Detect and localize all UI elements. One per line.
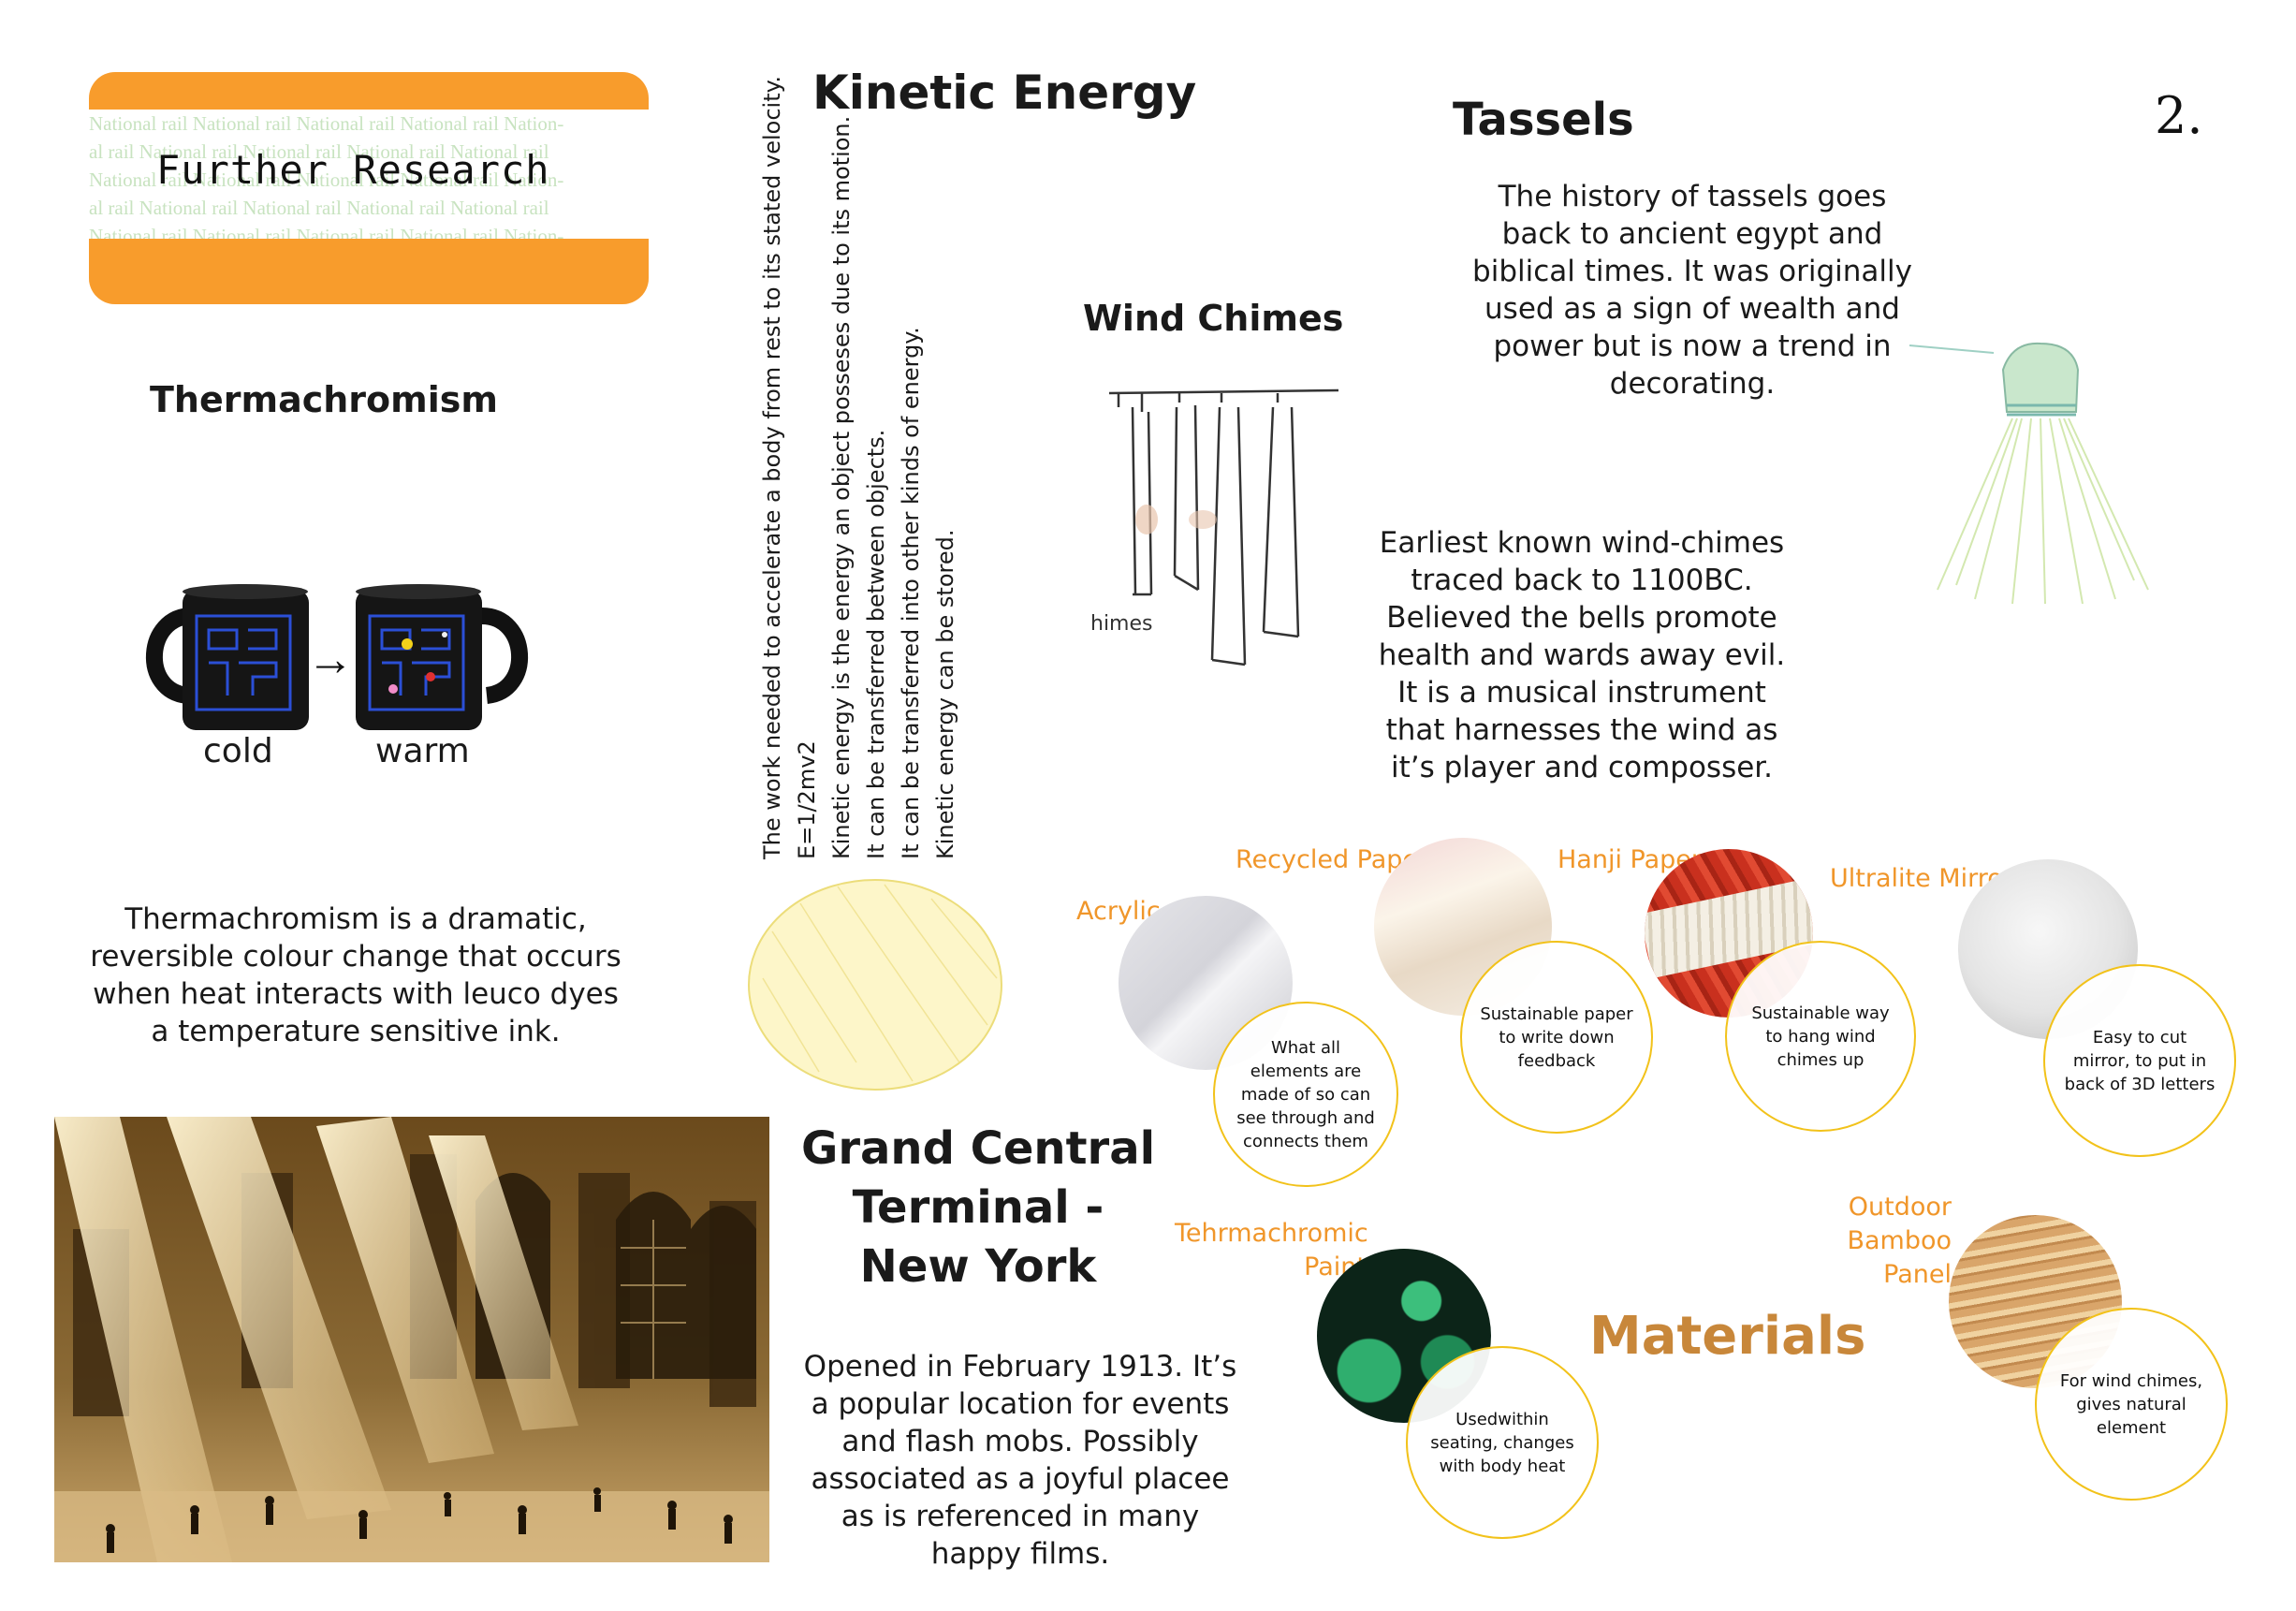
mug-warm <box>351 578 538 742</box>
yellow-sphere-sketch <box>744 875 1006 1100</box>
kinetic-line: It can be transferred into other kinds o… <box>898 327 924 859</box>
label-line: Outdoor Bamboo <box>1847 1193 1952 1255</box>
material-note-thermachromic-paint: Usedwithin seating, changes with body he… <box>1406 1346 1599 1539</box>
material-label-outdoor-bamboo-panel: Outdoor Bamboo Panel <box>1760 1191 1952 1292</box>
pattern-line: National rail National rail National rai… <box>89 168 564 191</box>
banner-orange-bottom <box>89 239 649 304</box>
thermachromism-heading: Thermachromism <box>150 379 498 420</box>
pattern-line: al rail National rail National rail Nati… <box>89 140 549 163</box>
material-label-thermachromic-paint: Tehrmachromic Paint <box>1175 1217 1368 1284</box>
tassels-description: The history of tassels goes back to anci… <box>1472 180 1912 401</box>
heading-line: New York <box>859 1240 1097 1293</box>
kinetic-line: E=1/2mv2 <box>794 740 820 859</box>
arrow-icon: → <box>307 633 354 685</box>
heading-line: Grand Central <box>800 1122 1156 1175</box>
label-line: Panel <box>1883 1260 1952 1289</box>
kinetic-line: Kinetic energy can be stored. <box>932 529 958 859</box>
grand-central-heading: Grand Central Terminal - New York <box>786 1120 1170 1296</box>
material-note-hanji-paper: Sustainable way to hang wind chimes up <box>1725 941 1916 1132</box>
further-research-banner: National rail National rail National rai… <box>89 72 649 304</box>
warm-label: warm <box>375 732 470 770</box>
wind-chimes-heading: Wind Chimes <box>1083 298 1344 339</box>
mug-cold <box>136 578 323 742</box>
heading-line: Terminal - <box>852 1181 1104 1234</box>
banner-pattern: National rail National rail National rai… <box>89 110 649 250</box>
kinetic-line: It can be transferred between objects. <box>863 429 889 859</box>
tassel-sketch <box>1908 332 2181 618</box>
wind-chimes-sketch: himes <box>1090 379 1343 693</box>
page-number: 2. <box>2155 86 2203 145</box>
kinetic-energy-heading: Kinetic Energy <box>812 66 1197 120</box>
kinetic-line: Kinetic energy is the energy an object p… <box>828 115 855 859</box>
label-line: Tehrmachromic <box>1175 1219 1368 1248</box>
banner-title: Further Research <box>156 147 550 193</box>
pattern-line: National rail National rail National rai… <box>89 112 564 135</box>
pattern-line: al rail National rail National rail Nati… <box>89 197 549 219</box>
grand-central-description: Opened in February 1913. It’s a popular … <box>803 1350 1237 1571</box>
materials-heading: Materials <box>1589 1306 1866 1367</box>
sketch-label: himes <box>1090 612 1152 636</box>
thermachromism-description: Thermachromism is a dramatic, reversible… <box>90 902 622 1048</box>
cold-label: cold <box>203 732 273 770</box>
material-note-outdoor-bamboo-panel: For wind chimes, gives natural element <box>2035 1308 2228 1501</box>
grand-central-photo <box>54 1117 769 1562</box>
tassels-heading: Tassels <box>1453 94 1634 146</box>
kinetic-line: The work needed to accelerate a body fro… <box>759 75 785 859</box>
material-note-ultralite-mirror: Easy to cut mirror, to put in back of 3D… <box>2043 964 2236 1157</box>
material-note-recycled-paper: Sustainable paper to write down feedback <box>1460 941 1653 1134</box>
material-note-acrylic: What all elements are made of so can see… <box>1213 1002 1398 1187</box>
kinetic-energy-text: The work needed to accelerate a body fro… <box>755 75 963 859</box>
wind-chimes-description: Earliest known wind-chimes traced back t… <box>1378 526 1786 784</box>
